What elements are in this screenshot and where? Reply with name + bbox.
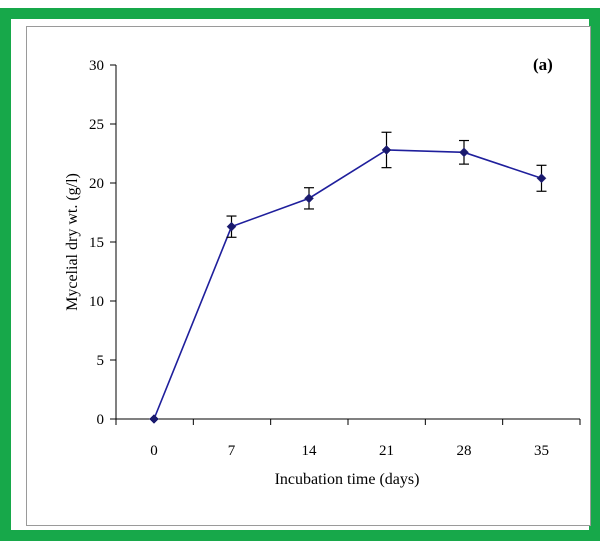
x-tick-label: 35 [534,443,549,459]
series-line [153,149,542,420]
data-point [459,147,469,158]
y-axis-label: Mycelial dry wt. (g/l) [64,173,81,311]
series-layer [149,131,547,424]
y-tick-label: 25 [89,117,104,133]
data-point [149,414,159,424]
y-tick-label: 15 [89,235,104,251]
x-tick-label: 21 [379,443,394,459]
y-tick-label: 10 [89,294,104,310]
x-axis-label: Incubation time (days) [275,471,420,488]
panel-border [26,26,591,526]
y-tick-label: 30 [89,58,104,74]
x-tick-label: 14 [302,443,318,459]
data-point [381,145,392,155]
outer-border [0,8,600,541]
x-tick-label: 28 [457,443,472,459]
x-tick-label: 7 [228,443,236,459]
y-tick-label: 0 [97,412,105,428]
x-axis-ticks: 0 7 14 21 28 35 [115,419,581,459]
panel-label: (a) [533,55,553,74]
y-axis-ticks: 0 5 10 15 20 25 30 [89,58,116,428]
y-tick-label: 20 [89,176,104,192]
y-tick-label: 5 [97,353,105,369]
data-point [536,173,547,184]
data-point [226,221,237,232]
data-point [304,193,314,204]
x-tick-label: 0 [150,443,158,459]
